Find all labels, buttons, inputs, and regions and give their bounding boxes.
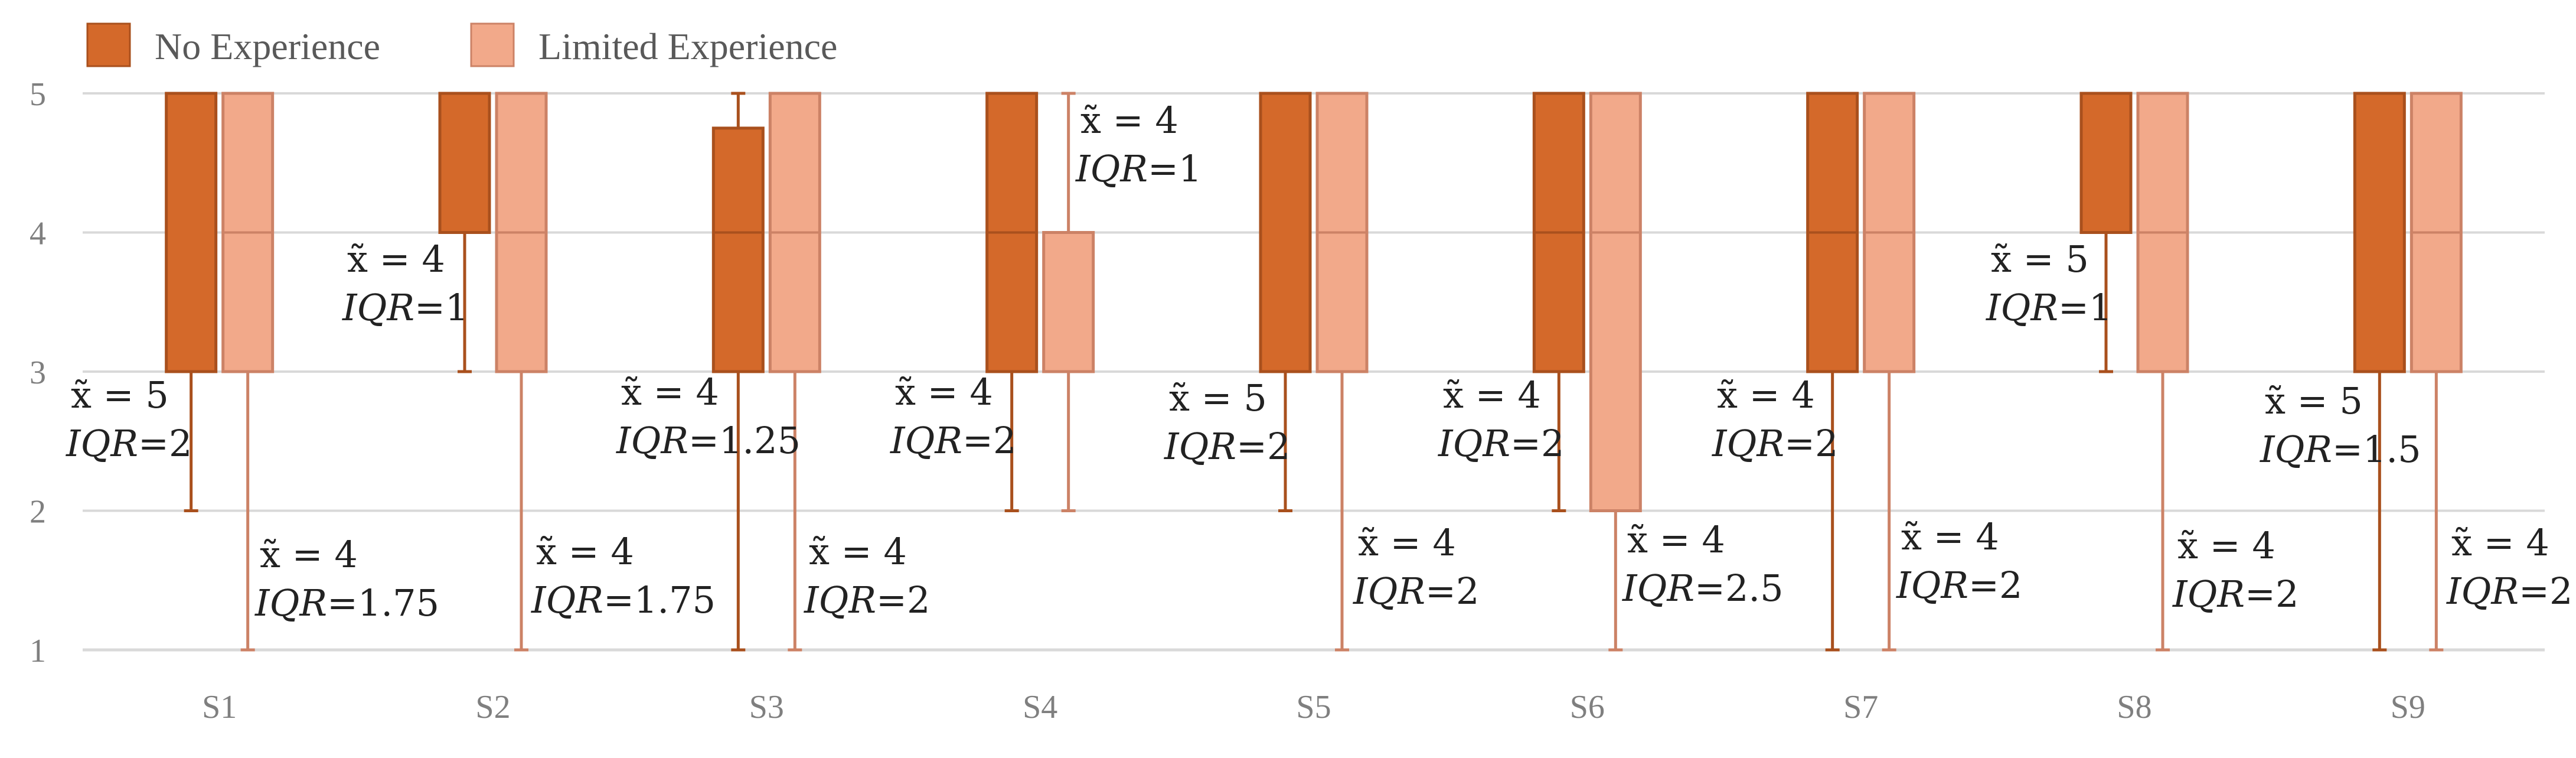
iqr-annotation-no-experience-s8: IQR=1 [1986,286,2112,329]
median-annotation-limited-experience-s8: x̃ = 4 [2177,524,2275,567]
median-annotation-limited-experience-s3: x̃ = 4 [809,530,907,573]
box-no-experience-s7 [1806,92,1859,652]
box-body [165,92,218,373]
x-tick-label-s2: S2 [475,689,510,726]
box-no-experience-s5 [1259,92,1312,512]
box-limited-experience-s9 [2410,92,2463,652]
x-tick-label-s7: S7 [1843,689,1878,726]
box-no-experience-s8 [2079,92,2133,373]
x-tick-label-s4: S4 [1023,689,1057,726]
iqr-annotation-no-experience-s5: IQR=2 [1164,425,1290,468]
grid-lines [83,92,2545,652]
median-annotation-no-experience-s3: x̃ = 4 [621,370,719,414]
iqr-annotation-no-experience-s4: IQR=2 [890,419,1016,462]
y-tick-label-3: 3 [30,354,46,391]
y-tick-label-2: 2 [30,494,46,531]
median-annotation-no-experience-s9: x̃ = 5 [2265,379,2363,422]
median-annotation-no-experience-s7: x̃ = 4 [1717,373,1815,417]
box-no-experience-s2 [438,92,491,373]
iqr-annotation-limited-experience-s1: IQR=1.75 [254,581,439,624]
legend-swatch-no-experience [86,22,131,67]
box-limited-experience-s7 [1863,92,1916,652]
x-axis-tick-labels: S1 S2 S3 S4 S5 S6 S7 S8 S9 [202,689,2425,726]
x-tick-label-s6: S6 [1570,689,1605,726]
iqr-annotation-limited-experience-s7: IQR=2 [1896,564,2022,607]
median-annotation-limited-experience-s5: x̃ = 4 [1358,521,1456,564]
box-body [2079,92,2133,234]
x-tick-label-s9: S9 [2391,689,2425,726]
box-body [1259,92,1312,373]
box-limited-experience-s5 [1315,92,1369,652]
box-no-experience-s6 [1532,92,1585,512]
iqr-annotation-limited-experience-s6: IQR=2.5 [1622,567,1784,610]
iqr-annotation-no-experience-s9: IQR=1.5 [2260,428,2421,471]
box-annotations: x̃ = 5 IQR=2 x̃ = 4 IQR=1 x̃ = 4 IQR=1.25 x̃ =… [66,99,2572,624]
y-tick-label-5: 5 [30,76,46,113]
box-limited-experience-s6 [1589,92,1642,652]
box-body [1042,231,1095,373]
box-limited-experience-s2 [495,92,548,652]
iqr-annotation-no-experience-s3: IQR=1.25 [616,419,801,462]
median-annotation-limited-experience-s1: x̃ = 4 [260,533,358,576]
iqr-annotation-limited-experience-s3: IQR=2 [804,578,930,622]
box-no-experience-s3 [711,92,765,652]
x-tick-label-s8: S8 [2117,689,2151,726]
iqr-annotation-no-experience-s1: IQR=2 [66,422,192,465]
box-limited-experience-s1 [221,92,275,652]
box-no-experience-s1 [165,92,218,512]
y-tick-label-1: 1 [30,633,46,669]
box-limited-experience-s4 [1042,92,1095,512]
box-body [1589,92,1642,512]
x-tick-label-s5: S5 [1296,689,1331,726]
median-annotation-limited-experience-s6: x̃ = 4 [1627,518,1725,561]
median-annotation-no-experience-s2: x̃ = 4 [347,238,445,281]
iqr-annotation-no-experience-s6: IQR=2 [1438,422,1564,465]
median-annotation-no-experience-s6: x̃ = 4 [1443,373,1541,417]
median-annotation-no-experience-s1: x̃ = 5 [71,373,169,417]
x-tick-label-s3: S3 [749,689,784,726]
box-no-experience-s9 [2353,92,2406,652]
box-body [711,126,765,373]
iqr-annotation-limited-experience-s9: IQR=2 [2446,570,2572,613]
box-limited-experience-s3 [768,92,821,652]
iqr-annotation-limited-experience-s4: IQR=1 [1075,147,1202,190]
y-axis-tick-labels: 1 2 3 4 5 [30,76,46,669]
iqr-annotation-no-experience-s2: IQR=1 [342,286,468,329]
median-annotation-no-experience-s5: x̃ = 5 [1169,376,1267,419]
box-no-experience-s4 [985,92,1039,512]
median-annotation-limited-experience-s7: x̃ = 4 [1901,515,1999,558]
median-annotation-no-experience-s8: x̃ = 5 [1991,238,2089,281]
box-body [438,92,491,234]
iqr-annotation-limited-experience-s8: IQR=2 [2172,572,2299,616]
iqr-annotation-limited-experience-s2: IQR=1.75 [531,578,716,622]
box-body [2353,92,2406,373]
x-tick-label-s1: S1 [202,689,237,726]
legend: No Experience Limited Experience [86,22,837,67]
box-limited-experience-s8 [2136,92,2189,652]
legend-label-no-experience: No Experience [155,25,380,67]
box-plot-series [165,92,2463,652]
y-tick-label-4: 4 [30,216,46,252]
iqr-annotation-no-experience-s7: IQR=2 [1712,422,1838,465]
median-annotation-no-experience-s4: x̃ = 4 [895,370,993,414]
median-annotation-limited-experience-s4: x̃ = 4 [1080,99,1178,142]
legend-swatch-limited-experience [470,22,515,67]
iqr-annotation-limited-experience-s5: IQR=2 [1353,570,1479,613]
median-annotation-limited-experience-s2: x̃ = 4 [536,530,634,573]
legend-label-limited-experience: Limited Experience [538,25,837,67]
median-annotation-limited-experience-s9: x̃ = 4 [2451,521,2549,564]
